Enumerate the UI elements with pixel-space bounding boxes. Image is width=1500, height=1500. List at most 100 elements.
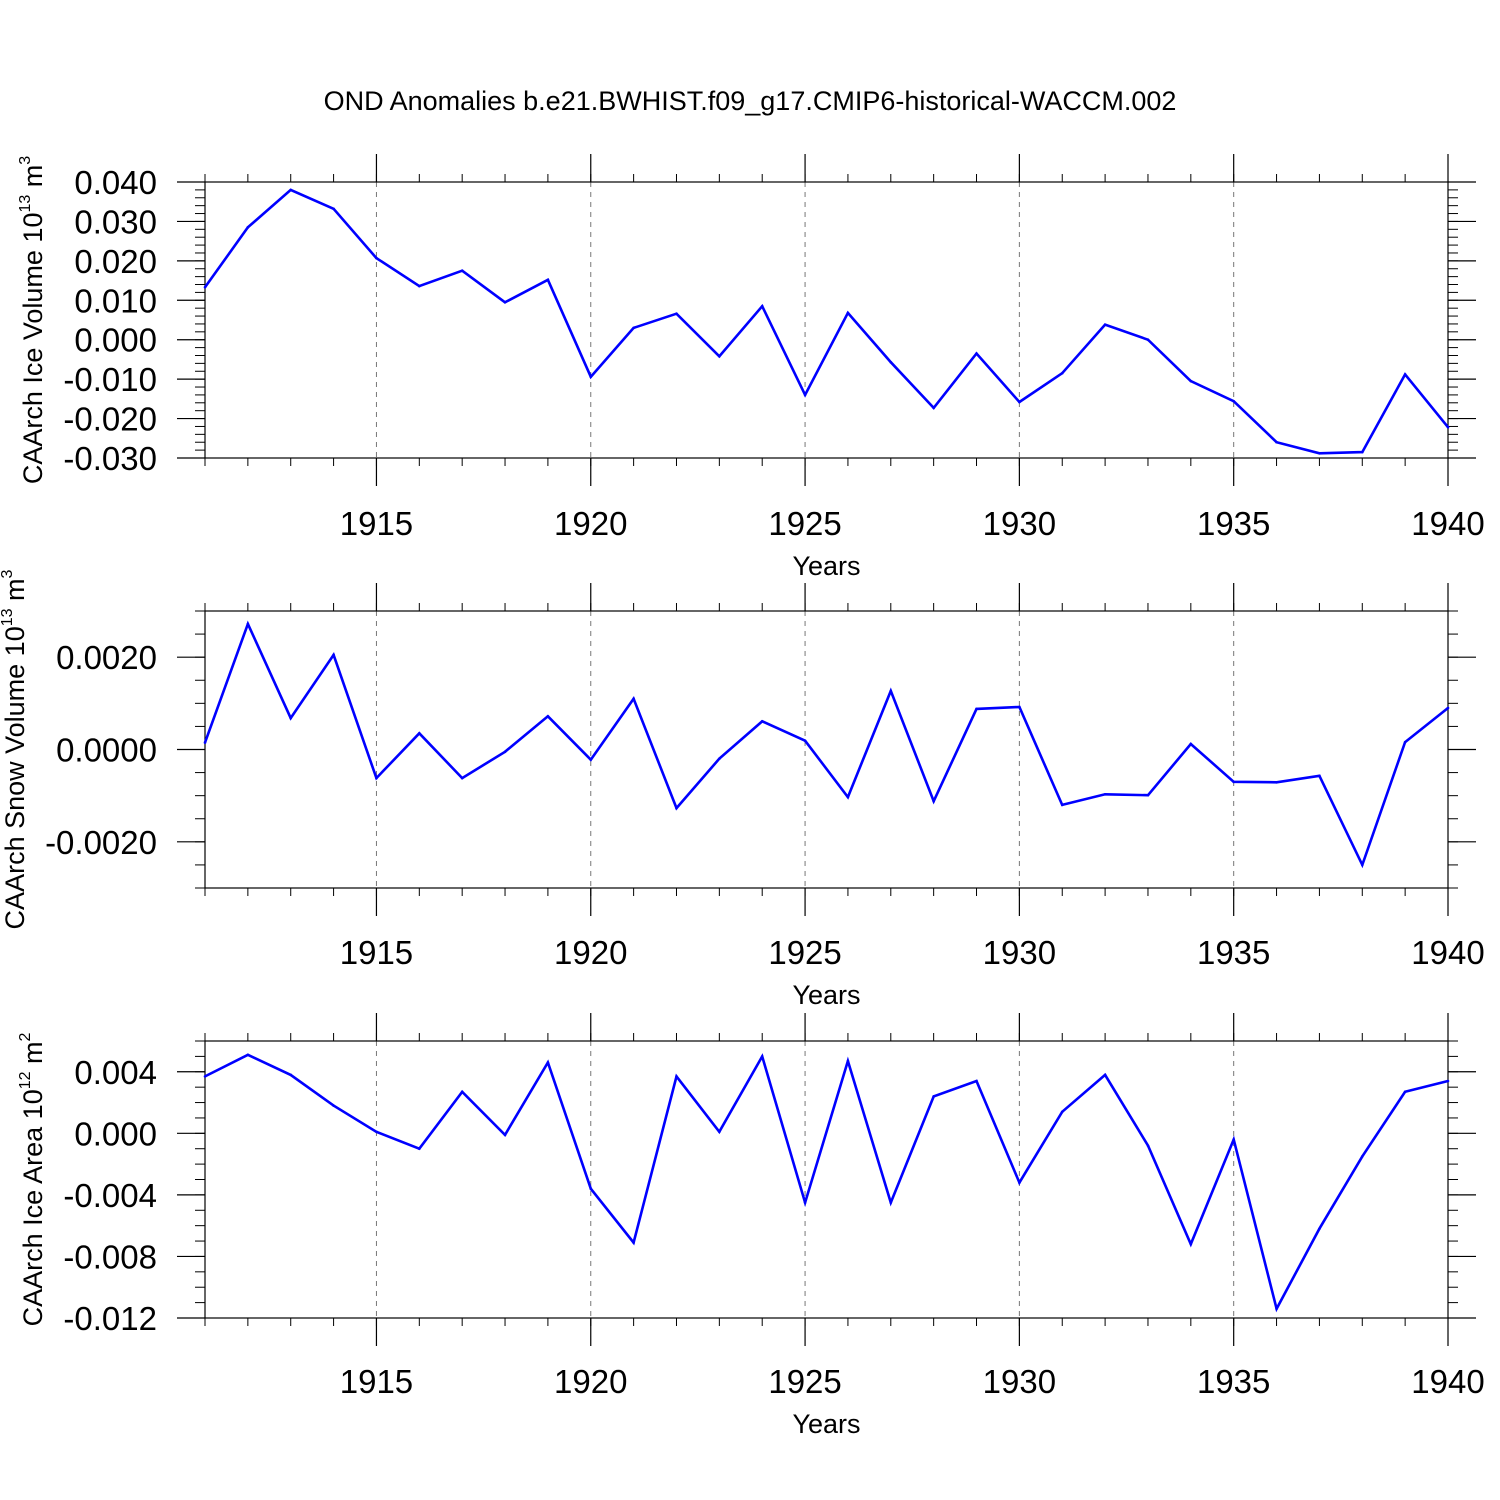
- chart-0-point-1931: [1060, 371, 1064, 375]
- chart-1-point-1938: [1360, 863, 1364, 867]
- panel-ice-area: 1915 1920 1925 1930 1935 1940 -0.012 -0.008 -0.0…: [17, 1013, 1485, 1439]
- chart-0-point-1932: [1103, 323, 1107, 327]
- chart-1-xtick-label: 1940: [1411, 934, 1484, 971]
- chart-2-point-1932: [1103, 1073, 1107, 1077]
- chart-0-point-1937: [1318, 451, 1321, 455]
- chart-2-point-1931: [1060, 1110, 1064, 1114]
- chart-0-point-1927: [889, 360, 893, 364]
- chart-2-point-1912: [246, 1053, 250, 1057]
- chart-0-xtick-label: 1930: [983, 505, 1056, 542]
- chart-0-point-1920: [589, 375, 593, 379]
- chart-2-point-1923: [718, 1130, 721, 1134]
- chart-0-point-1939: [1403, 373, 1407, 376]
- chart-1-point-1921: [632, 697, 635, 701]
- chart-1-point-1935: [1232, 780, 1235, 784]
- chart-1-point-1913: [289, 716, 293, 720]
- chart-2-point-1921: [632, 1241, 635, 1244]
- chart-1-point-1930: [1018, 705, 1021, 709]
- chart-1-series-line: [203, 620, 1449, 869]
- chart-1-point-1914: [332, 653, 335, 657]
- chart-0-point-1933: [1146, 338, 1150, 342]
- chart-0-point-1914: [332, 207, 335, 211]
- chart-2-point-1938: [1360, 1155, 1364, 1158]
- chart-0-point-1936: [1275, 440, 1278, 444]
- chart-2-point-1928: [932, 1095, 935, 1098]
- chart-1-point-1937: [1318, 774, 1321, 778]
- chart-1-point-1927: [889, 689, 893, 693]
- chart-2-point-1914: [332, 1104, 335, 1107]
- chart-0-ytick-label: 0.010: [74, 282, 157, 319]
- chart-1-point-1934: [1189, 742, 1193, 746]
- chart-0-point-1925: [803, 393, 807, 397]
- chart-0-frame: [204, 181, 1449, 459]
- chart-1-point-1922: [675, 806, 678, 810]
- chart-2-point-1917: [460, 1090, 464, 1094]
- chart-0-point-1918: [503, 300, 507, 304]
- chart-0-point-1913: [289, 188, 293, 192]
- chart-1-ytick-label: 0.0000: [56, 732, 157, 769]
- panel-ice-volume: 1915 1920 1925 1930 1935 1940 -0.030-0.020-0.0…: [17, 154, 1485, 581]
- figure-title: OND Anomalies b.e21.BWHIST.f09_g17.CMIP6…: [324, 86, 1177, 116]
- chart-0-ytick-label: 0.030: [74, 203, 157, 240]
- chart-0-xtick-label: 1920: [554, 505, 627, 542]
- chart-2-xlabel: Years: [792, 1409, 860, 1439]
- chart-0-point-1924: [760, 304, 764, 308]
- chart-0-ylabel-unit-exp: 3: [17, 156, 34, 165]
- chart-1-ylabel-text: CAArch Snow Volume 10: [0, 626, 30, 929]
- chart-1-ylabel-unit-exp: 3: [0, 569, 16, 578]
- chart-1-point-1924: [760, 720, 764, 723]
- chart-1-point-1923: [718, 757, 721, 761]
- chart-0-point-1915: [375, 256, 378, 260]
- chart-0-point-1916: [418, 284, 421, 288]
- chart-2-xtick-label: 1920: [554, 1363, 627, 1400]
- chart-2-point-1934: [1189, 1242, 1193, 1246]
- chart-2-ylabel-text: CAArch Ice Area 10: [18, 1089, 48, 1326]
- chart-2-point-1916: [418, 1147, 421, 1151]
- chart-0-series-line: [203, 188, 1450, 455]
- chart-0-xtick-label: 1935: [1197, 505, 1270, 542]
- chart-2-ylabel-unit-exp: 2: [17, 1032, 34, 1041]
- chart-2-point-1939: [1403, 1090, 1407, 1094]
- chart-0-ylabel-unit: m: [18, 165, 48, 195]
- chart-1-point-1911: [203, 741, 207, 744]
- chart-1-frame: [204, 610, 1449, 889]
- chart-2-xtick-label: 1940: [1411, 1363, 1484, 1400]
- chart-1-point-1926: [846, 795, 850, 799]
- chart-2-point-1920: [589, 1187, 593, 1191]
- chart-1-point-1918: [503, 750, 507, 754]
- chart-0-point-1928: [932, 406, 935, 410]
- chart-0-point-1923: [718, 354, 721, 358]
- chart-1-ytick-label: 0.0020: [56, 639, 157, 676]
- chart-1-point-1915: [375, 776, 378, 780]
- chart-2-point-1940: [1446, 1079, 1450, 1083]
- chart-2-xtick-label: 1930: [983, 1363, 1056, 1400]
- chart-0-xtick-label: 1940: [1411, 505, 1484, 542]
- chart-1-point-1929: [975, 707, 978, 711]
- chart-1-ytick-label: -0.0020: [45, 824, 157, 861]
- chart-2-point-1933: [1146, 1144, 1150, 1147]
- chart-1-point-1920: [589, 758, 593, 761]
- chart-0-xtick-label: 1915: [340, 505, 413, 542]
- chart-1-point-1932: [1103, 792, 1107, 796]
- chart-1-xlabel: Years: [792, 980, 860, 1010]
- chart-2-point-1936: [1275, 1307, 1278, 1311]
- chart-0-point-1935: [1232, 399, 1235, 403]
- chart-2-ytick-label: -0.012: [63, 1300, 157, 1337]
- chart-2-ytick-label: -0.004: [63, 1177, 157, 1214]
- chart-1-point-1912: [246, 622, 250, 626]
- chart-2-point-1937: [1318, 1227, 1321, 1231]
- chart-0-point-1912: [246, 226, 250, 229]
- chart-1-xtick-label: 1925: [768, 934, 841, 971]
- chart-2-series-line: [204, 1053, 1449, 1313]
- chart-0-point-1921: [632, 326, 635, 330]
- chart-0-point-1911: [203, 285, 207, 289]
- chart-1-point-1916: [418, 732, 421, 735]
- chart-0-ylabel-exp: 13: [17, 195, 34, 213]
- chart-0-ytick-label: 0.000: [74, 322, 157, 359]
- chart-0-ytick-label: 0.040: [74, 164, 157, 201]
- chart-1-point-1919: [546, 714, 550, 718]
- chart-2-point-1925: [803, 1201, 807, 1204]
- chart-2-frame: [204, 1040, 1449, 1319]
- chart-0-ytick-label: -0.030: [63, 440, 157, 477]
